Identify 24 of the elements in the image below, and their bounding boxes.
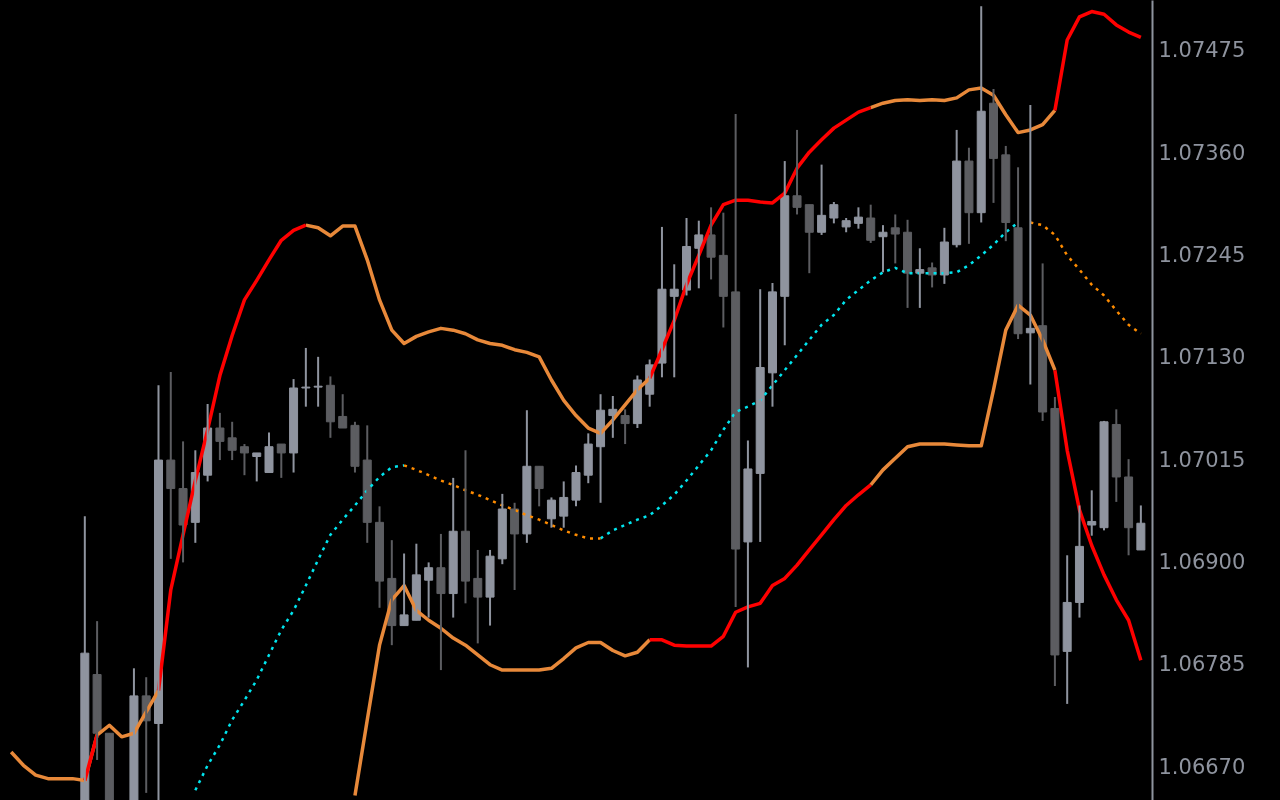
y-tick-label: 1.07245 xyxy=(1158,242,1246,267)
candlestick xyxy=(276,443,286,479)
y-tick-label: 1.07130 xyxy=(1158,345,1246,370)
candlestick xyxy=(792,128,802,216)
candlestick xyxy=(301,346,311,408)
candlestick xyxy=(104,732,114,800)
y-tick-label: 1.06670 xyxy=(1158,754,1246,779)
candlestick xyxy=(620,408,630,446)
candlestick xyxy=(313,355,323,408)
y-tick-label: 1.07015 xyxy=(1158,447,1246,472)
candlestick xyxy=(829,201,839,225)
candlestick xyxy=(571,464,581,508)
candlestick xyxy=(215,411,225,462)
candlestick xyxy=(1136,504,1146,551)
y-tick-label: 1.06785 xyxy=(1158,652,1246,677)
y-tick-label: 1.07360 xyxy=(1158,140,1246,165)
y-tick-label: 1.06900 xyxy=(1158,549,1246,574)
candlestick xyxy=(399,552,409,627)
candlestick xyxy=(264,431,274,474)
candlestick xyxy=(743,439,753,669)
candlestick xyxy=(964,146,974,245)
candlestick xyxy=(252,451,262,483)
y-tick-label: 1.07475 xyxy=(1158,38,1246,63)
candlestick xyxy=(436,532,446,672)
